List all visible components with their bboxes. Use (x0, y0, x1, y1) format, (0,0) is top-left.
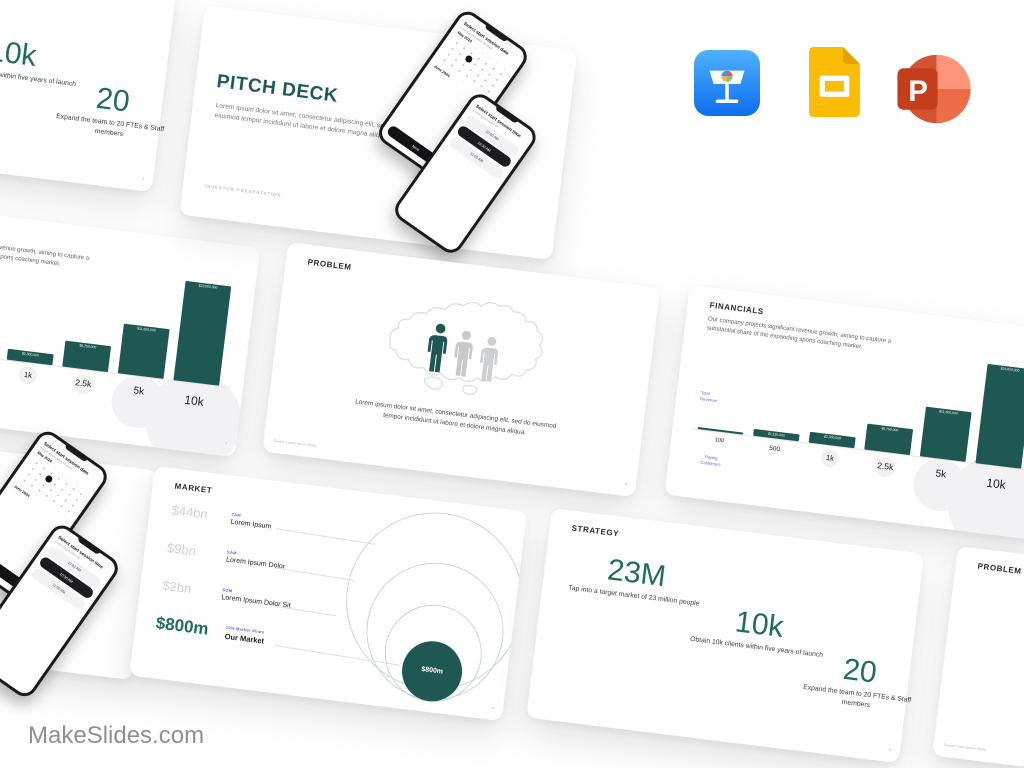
page-number: 6 (888, 747, 892, 753)
person-icon-primary (427, 323, 448, 373)
hongkong-map-outline (389, 301, 543, 395)
slide-problem-title: PROBLEM (307, 257, 353, 272)
market-value: $9bn (166, 540, 197, 559)
market-value: $2bn (161, 577, 193, 597)
market-tag: SAM (226, 549, 238, 556)
tam-sam-som-circles (346, 512, 524, 702)
google-slides-icon[interactable] (809, 47, 860, 117)
slide-body: Our company projects significant revenue… (0, 233, 90, 268)
cover-body: Lorem ipsum dolor sit amet, consectetur … (214, 102, 398, 140)
market-label: Lorem Ipsum (230, 518, 272, 531)
market-value-our: $800m (154, 613, 210, 639)
bar-5k: $11,500,000 (117, 323, 170, 379)
person-icon-gray (454, 330, 473, 377)
strategy-stat: 20 Expand the team to 20 FTEs & Staff me… (41, 78, 181, 147)
slide-financials-title: FINANCIALS (709, 300, 765, 317)
slide-market[interactable]: MARKET $44bn TAM Lorem Ipsum $9bn SAM Lo… (129, 466, 528, 722)
slide-problem-partial[interactable]: PROBLEM Lorem ipsum dolor sit amet, cons… (932, 546, 1024, 768)
keynote-icon[interactable] (694, 50, 760, 116)
page-number: 6 (141, 176, 145, 182)
bar-10k: $23,000,000 (975, 363, 1024, 469)
market-tag: TAM (231, 511, 242, 518)
slide-market-title: MARKET (174, 481, 213, 496)
selected-date-dot (43, 474, 54, 484)
strategy-stat: 23M Tap into a target market of 23 milli… (564, 550, 708, 610)
source-note: Source: Lorem Ipsum (2024) (273, 438, 317, 448)
slide-strategy[interactable]: STRATEGY 23M Tap into a target market of… (526, 508, 925, 764)
slide-strategy-partial[interactable]: STRATEGY 23M Tap into a target market of… (0, 0, 178, 193)
market-label: Lorem Ipsum Dolor Sit (221, 594, 292, 610)
slide-financials[interactable]: FINANCIALS Our company projects signific… (664, 285, 1024, 541)
category-label: 500 (768, 444, 781, 454)
bar-10k: $23,000,000 (173, 280, 232, 386)
slide-strategy-title: STRATEGY (571, 523, 620, 539)
selected-date-dot (463, 54, 474, 64)
svg-text:P: P (908, 76, 928, 108)
powerpoint-icon[interactable]: P (894, 50, 974, 128)
bar-2.5k: $5,750,000 (62, 340, 112, 373)
slide-cover[interactable]: PITCH DECK Lorem ipsum dolor sit amet, c… (179, 5, 578, 261)
slide-problem[interactable]: PROBLEM Lorem ipsum dolor sit amet, cons… (262, 242, 661, 498)
page-number: 3 (624, 481, 628, 487)
x-axis-label: Paying Customers (700, 454, 721, 467)
bar-2.5k: $5,750,000 (864, 423, 914, 456)
category-label: 100 (714, 437, 725, 445)
slide-financials-partial[interactable]: FINANCIALS Our company projects signific… (0, 202, 261, 458)
strategy-stat: 20 Expand the team to 20 FTEs & Staff me… (788, 649, 928, 718)
market-label: Lorem Ipsum Dolor (225, 556, 286, 571)
stat-value: 10k (0, 34, 39, 73)
market-value: $44bn (170, 502, 209, 522)
slide-problem-title: PROBLEM (977, 561, 1023, 576)
source-note: Source: Lorem Ipsum (2024) (943, 742, 987, 752)
person-icon-gray (479, 337, 499, 382)
market-tag: SOM (222, 587, 233, 594)
slide-body: Our company projects significant revenue… (706, 316, 892, 351)
cover-footer: INVESTOR PRESENTATION (204, 183, 282, 198)
y-axis-label: Total Revenue (699, 390, 718, 403)
bar-5k: $11,500,000 (919, 406, 972, 462)
site-brand: MakeSlides.com (28, 722, 205, 749)
